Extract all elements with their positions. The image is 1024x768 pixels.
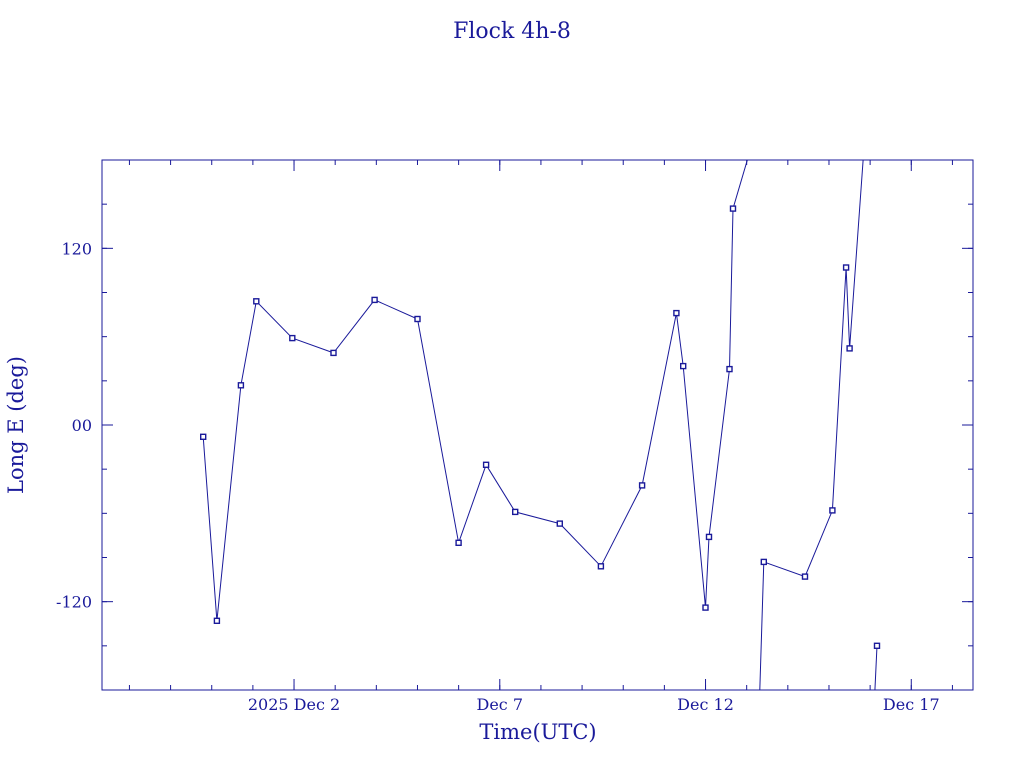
data-point xyxy=(512,508,519,516)
data-point xyxy=(680,362,687,370)
x-tick-label: 2025 Dec 2 xyxy=(248,695,340,714)
x-tick-label: Dec 12 xyxy=(677,695,734,714)
y-tick-label: 00 xyxy=(72,416,92,435)
series-group xyxy=(202,160,878,690)
data-point xyxy=(253,298,260,305)
data-point xyxy=(330,349,337,357)
data-point xyxy=(801,573,809,580)
data-point xyxy=(873,642,881,649)
series-line xyxy=(759,160,864,690)
y-tick-label: -120 xyxy=(56,593,92,612)
data-point xyxy=(556,520,563,527)
data-point xyxy=(371,296,378,304)
data-point xyxy=(726,365,733,373)
data-point xyxy=(729,205,737,212)
series-line xyxy=(874,645,878,690)
x-tick-labels: 2025 Dec 2 Dec 7 Dec 12 Dec 17 xyxy=(248,695,940,714)
data-point xyxy=(846,345,853,352)
x-tick-label: Dec 17 xyxy=(883,695,940,714)
data-point xyxy=(199,433,207,440)
data-point xyxy=(829,507,836,514)
x-tick-label: Dec 7 xyxy=(477,695,524,714)
data-point xyxy=(213,617,221,624)
marker-group xyxy=(199,205,881,649)
y-axis-label: Long E (deg) xyxy=(4,356,28,494)
chart-title: Flock 4h-8 xyxy=(453,19,571,44)
data-point xyxy=(597,563,605,570)
data-point xyxy=(289,334,296,342)
minor-ticks xyxy=(102,159,973,691)
data-point xyxy=(414,315,421,323)
data-point xyxy=(455,539,462,546)
data-point xyxy=(237,382,245,389)
data-point xyxy=(705,533,713,541)
y-tick-labels: 120 00 -120 xyxy=(56,239,92,611)
data-point xyxy=(760,558,767,566)
data-point xyxy=(842,264,850,271)
data-point xyxy=(482,461,490,468)
x-axis-label: Time(UTC) xyxy=(479,720,596,744)
series-line xyxy=(202,160,748,621)
data-point xyxy=(673,309,680,317)
data-point xyxy=(702,604,709,611)
y-tick-label: 120 xyxy=(61,239,92,258)
data-point xyxy=(638,482,646,489)
plot-frame xyxy=(101,159,974,691)
major-ticks xyxy=(102,160,973,690)
